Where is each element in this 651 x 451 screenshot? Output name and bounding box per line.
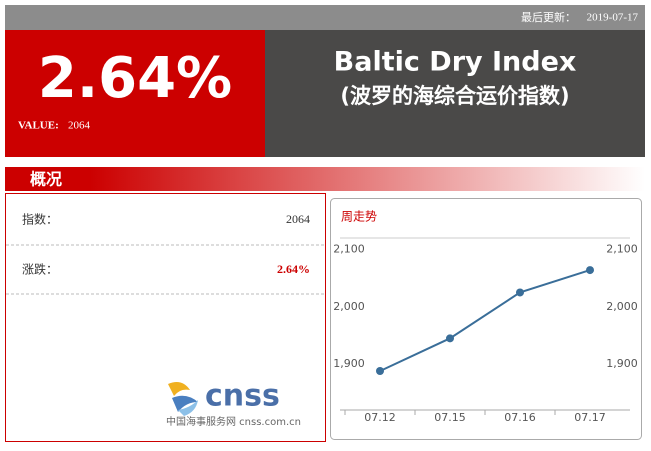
value-number: 2064 [68,120,91,132]
point [376,367,384,376]
row-value: 2064 [286,212,310,226]
x-tick-label: 07.17 [574,411,606,424]
y2-tick-label: 2,000 [606,300,638,313]
update-date: 2019-07-17 [587,12,639,24]
chart-title: 周走势 [341,210,377,224]
summary-panel [5,193,326,442]
section-tab [5,167,90,191]
line [379,269,591,372]
update-label: 最后更新： [521,10,576,24]
section-band [90,167,645,191]
point [446,334,454,343]
title-box [265,30,645,157]
logo-caption: 中国海事服务网 cnss.com.cn [166,415,301,428]
change-big: 2.64% [38,46,232,111]
top-bar [5,5,645,30]
section-title: 概况 [30,170,62,189]
value-box [5,30,265,157]
value-label: VALUE: [18,120,59,132]
subtitle: (波罗的海综合运价指数) [340,84,569,108]
point [586,266,594,275]
y2-tick-label: 1,900 [606,357,638,370]
row-value: 2.64% [277,262,310,276]
row-label: 涨跌： [22,262,58,277]
y-tick-label: 2,100 [333,242,365,255]
x-tick-label: 07.12 [364,411,396,424]
logo-name: cnss [205,379,280,414]
y2-tick-label: 2,100 [606,242,638,255]
title: Baltic Dry Index [334,47,577,78]
y-tick-label: 2,000 [333,300,365,313]
y-tick-label: 1,900 [333,357,365,370]
logo: cnss 中国海事服务网 cnss.com.cn [166,379,301,429]
row-label: 指数： [22,212,58,227]
point [516,288,524,297]
x-tick-label: 07.15 [434,411,466,424]
x-tick-label: 07.16 [504,411,536,424]
chart-panel [330,198,642,440]
